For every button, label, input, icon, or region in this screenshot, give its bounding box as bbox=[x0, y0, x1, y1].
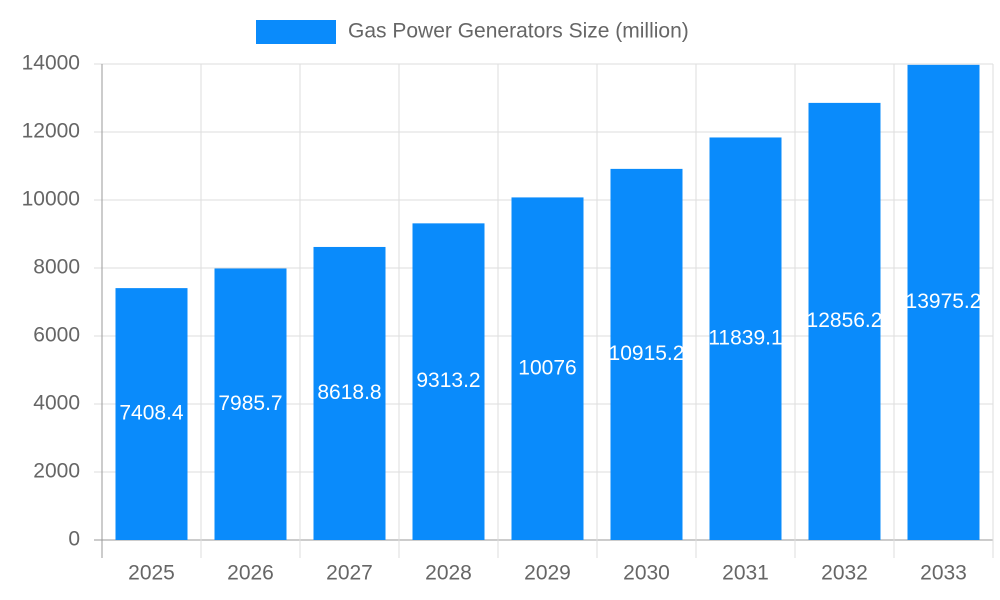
legend-label: Gas Power Generators Size (million) bbox=[348, 20, 689, 43]
bar bbox=[313, 246, 386, 540]
value-label: 11839.1 bbox=[708, 326, 782, 349]
y-tick-label: 0 bbox=[68, 528, 80, 551]
bar bbox=[412, 223, 485, 540]
y-tick-label: 14000 bbox=[22, 52, 80, 75]
x-tick-label: 2028 bbox=[425, 562, 472, 585]
bar bbox=[214, 268, 287, 540]
x-tick-label: 2033 bbox=[920, 562, 967, 585]
y-tick-label: 12000 bbox=[22, 120, 80, 143]
y-tick-label: 8000 bbox=[33, 256, 80, 279]
x-tick-label: 2027 bbox=[326, 562, 373, 585]
y-tick-label: 6000 bbox=[33, 324, 80, 347]
bar bbox=[610, 168, 683, 541]
value-label: 8618.8 bbox=[317, 381, 381, 404]
value-label: 12856.2 bbox=[807, 309, 883, 332]
y-tick-label: 10000 bbox=[22, 188, 80, 211]
value-label: 10915.2 bbox=[609, 342, 685, 365]
value-label: 9313.2 bbox=[416, 369, 480, 392]
bar bbox=[115, 288, 188, 540]
y-tick-label: 4000 bbox=[33, 392, 80, 415]
x-tick-label: 2029 bbox=[524, 562, 571, 585]
x-tick-label: 2032 bbox=[821, 562, 868, 585]
value-label: 13975.2 bbox=[906, 290, 982, 313]
bar bbox=[709, 137, 782, 541]
x-tick-label: 2031 bbox=[722, 562, 769, 585]
y-tick-label: 2000 bbox=[33, 460, 80, 483]
value-label: 7408.4 bbox=[119, 402, 184, 425]
x-tick-label: 2025 bbox=[128, 562, 175, 585]
bar bbox=[808, 102, 881, 541]
x-tick-label: 2026 bbox=[227, 562, 274, 585]
x-tick-label: 2030 bbox=[623, 562, 670, 585]
legend-swatch bbox=[256, 20, 336, 44]
value-label: 10076 bbox=[518, 356, 576, 379]
bar bbox=[907, 64, 980, 540]
value-label: 7985.7 bbox=[218, 392, 282, 415]
bar bbox=[511, 197, 584, 540]
